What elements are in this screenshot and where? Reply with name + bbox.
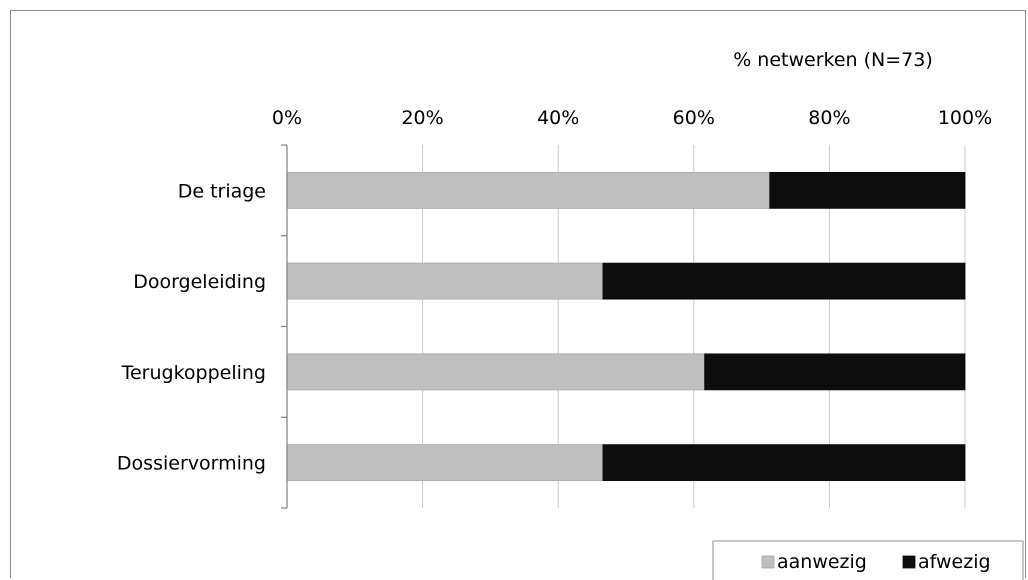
bar-aanwezig-1 bbox=[286, 262, 604, 300]
category-label: Dossiervorming bbox=[117, 453, 266, 475]
bar-aanwezig-3 bbox=[286, 444, 604, 482]
bar-afwezig-1 bbox=[602, 262, 966, 300]
chart-frame bbox=[10, 10, 1026, 578]
x-tick-label: 20% bbox=[401, 107, 443, 129]
category-label: Terugkoppeling bbox=[121, 362, 266, 384]
x-tick-labels: 0% 20% 40% 60% 80% 100% bbox=[272, 107, 992, 129]
bars bbox=[286, 171, 966, 482]
category-labels: De triage Doorgeleiding Terugkoppeling Doss… bbox=[117, 180, 266, 474]
x-tick-label: 100% bbox=[938, 107, 992, 129]
legend-label-afwezig: afwezig bbox=[918, 551, 991, 573]
legend-swatch-aanwezig bbox=[761, 555, 775, 569]
x-tick-label: 80% bbox=[808, 107, 850, 129]
legend-swatch-afwezig bbox=[902, 555, 916, 569]
category-label: Doorgeleiding bbox=[133, 271, 266, 293]
bar-aanwezig-0 bbox=[286, 171, 771, 209]
category-label: De triage bbox=[178, 180, 266, 202]
bar-afwezig-2 bbox=[704, 353, 966, 391]
x-tick-label: 0% bbox=[272, 107, 302, 129]
legend: aanwezig afwezig bbox=[712, 540, 1024, 580]
bar-afwezig-3 bbox=[602, 444, 966, 482]
y-axis bbox=[281, 144, 288, 509]
x-tick-label: 40% bbox=[537, 107, 579, 129]
bar-afwezig-0 bbox=[769, 171, 966, 209]
bar-aanwezig-2 bbox=[286, 353, 706, 391]
x-tick-label: 60% bbox=[673, 107, 715, 129]
legend-label-aanwezig: aanwezig bbox=[777, 551, 867, 573]
x-axis-title: % netwerken (N=73) bbox=[733, 49, 933, 71]
